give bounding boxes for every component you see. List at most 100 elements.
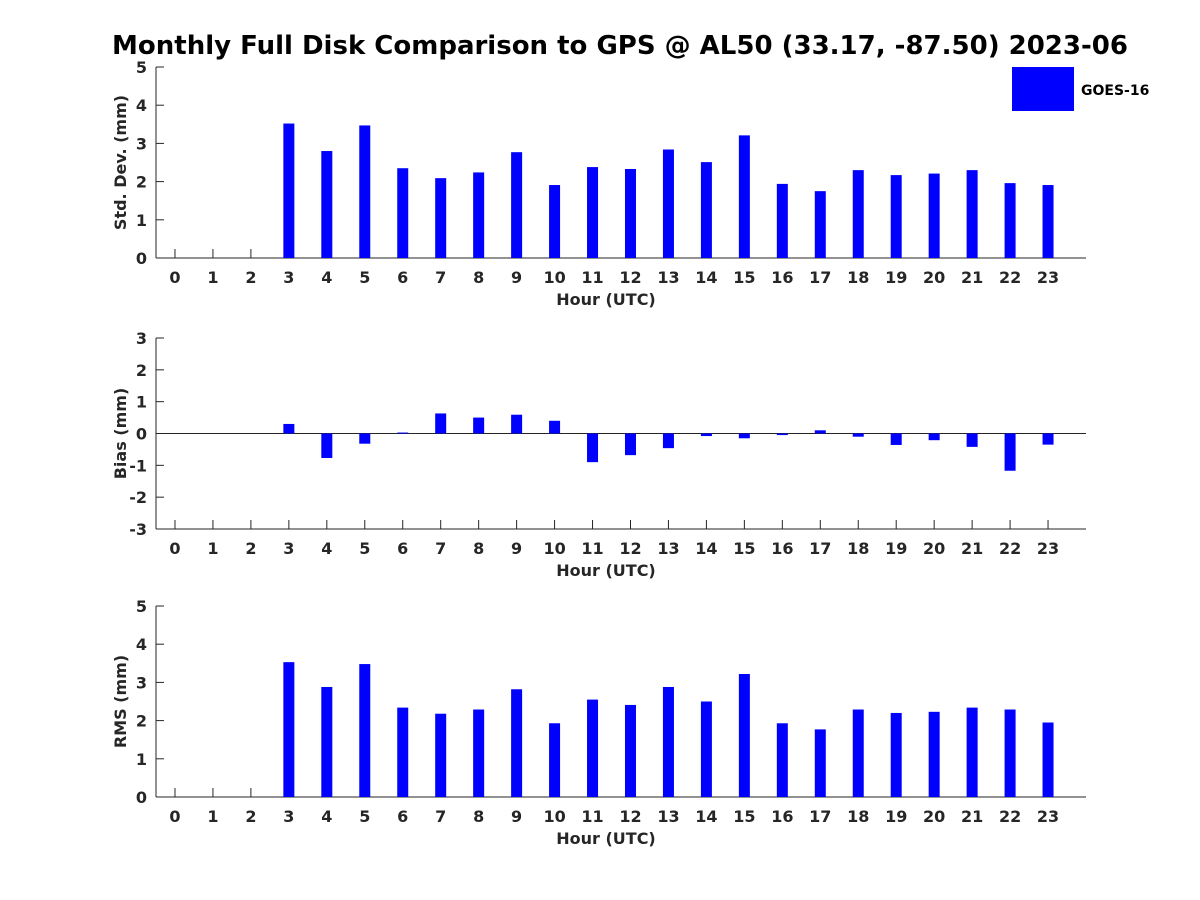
rms-x-tick-label: 17	[809, 807, 831, 826]
std-dev-x-tick-label: 7	[435, 268, 446, 287]
bias-bar-hour-3	[283, 423, 295, 434]
rms-x-tick-label: 8	[473, 807, 484, 826]
bias-bar-hour-18	[852, 433, 864, 437]
rms-bar-hour-23	[1042, 722, 1054, 797]
std-dev-bar-hour-7	[435, 178, 447, 258]
bias-bar-hour-14	[700, 433, 712, 437]
std-dev-x-tick-label: 14	[695, 268, 717, 287]
std-dev-x-tick-label: 0	[169, 268, 180, 287]
bias-y-tick-label: 2	[136, 361, 147, 380]
bias-x-tick-label: 4	[321, 539, 332, 558]
bias-bar-hour-4	[321, 433, 333, 459]
std-dev-bar-hour-22	[1004, 183, 1016, 258]
rms-x-tick-label: 2	[245, 807, 256, 826]
std-dev-x-tick-label: 1	[207, 268, 218, 287]
bias-x-tick-label: 9	[511, 539, 522, 558]
legend-swatch	[1012, 67, 1074, 111]
bias-x-tick-label: 15	[733, 539, 755, 558]
rms-y-tick-label: 5	[136, 597, 147, 616]
bias-x-tick-label: 20	[923, 539, 945, 558]
bias-bar-hour-21	[966, 433, 978, 447]
bias-x-tick-label: 8	[473, 539, 484, 558]
std-dev-bar-hour-18	[852, 170, 864, 258]
std-dev-y-tick-label: 0	[136, 249, 147, 268]
rms-x-tick-label: 22	[999, 807, 1021, 826]
std-dev-x-tick-label: 5	[359, 268, 370, 287]
std-dev-x-tick-label: 22	[999, 268, 1021, 287]
std-dev-y-tick-label: 4	[136, 96, 147, 115]
bias-x-tick-label: 18	[847, 539, 869, 558]
legend: GOES-16	[1012, 67, 1149, 111]
std-dev-x-tick-label: 9	[511, 268, 522, 287]
rms-bar-hour-8	[473, 709, 485, 797]
rms-x-tick-label: 0	[169, 807, 180, 826]
std-dev-x-tick-label: 8	[473, 268, 484, 287]
rms-x-tick-label: 14	[695, 807, 717, 826]
bias-x-axis-label: Hour (UTC)	[556, 561, 656, 580]
rms-x-tick-label: 13	[657, 807, 679, 826]
bias-x-tick-label: 13	[657, 539, 679, 558]
bias-bar-hour-7	[435, 413, 447, 434]
rms-x-tick-label: 15	[733, 807, 755, 826]
bias-x-tick-label: 7	[435, 539, 446, 558]
rms-x-tick-label: 20	[923, 807, 945, 826]
std-dev-bar-hour-8	[473, 172, 485, 258]
rms-y-tick-label: 0	[136, 788, 147, 807]
bias-bar-hour-6	[397, 432, 409, 434]
bias-x-tick-label: 10	[543, 539, 565, 558]
std-dev-bar-hour-13	[662, 149, 674, 258]
bias-x-tick-label: 5	[359, 539, 370, 558]
bias-bar-hour-12	[624, 433, 636, 456]
bias-y-tick-label: 0	[136, 425, 147, 444]
rms-bar-hour-5	[359, 664, 371, 797]
rms-bar-hour-14	[700, 701, 712, 797]
rms-x-tick-label: 21	[961, 807, 983, 826]
bias-y-tick-label: 1	[136, 393, 147, 412]
rms-bar-hour-12	[624, 704, 636, 797]
bias-bar-hour-5	[359, 433, 371, 444]
chart-title: Monthly Full Disk Comparison to GPS @ AL…	[112, 31, 1128, 61]
bias-bar-hour-20	[928, 433, 940, 441]
rms-bar-hour-6	[397, 707, 409, 797]
rms-x-tick-label: 9	[511, 807, 522, 826]
bias-x-tick-label: 0	[169, 539, 180, 558]
std-dev-x-tick-label: 6	[397, 268, 408, 287]
std-dev-y-axis-label: Std. Dev. (mm)	[111, 95, 130, 230]
bias-x-tick-label: 19	[885, 539, 907, 558]
std-dev-bar-hour-16	[776, 183, 788, 258]
bias-x-tick-label: 1	[207, 539, 218, 558]
rms-bar-hour-10	[549, 723, 561, 797]
rms-x-tick-label: 4	[321, 807, 332, 826]
bias-y-tick-label: 3	[136, 329, 147, 348]
std-dev-x-tick-label: 20	[923, 268, 945, 287]
bias-x-tick-label: 22	[999, 539, 1021, 558]
bias-bar-hour-10	[549, 420, 561, 434]
rms-x-tick-label: 7	[435, 807, 446, 826]
rms-x-tick-label: 6	[397, 807, 408, 826]
std-dev-x-tick-label: 21	[961, 268, 983, 287]
rms-bar-hour-7	[435, 713, 447, 797]
rms-y-tick-label: 1	[136, 750, 147, 769]
rms-x-axis-label: Hour (UTC)	[556, 829, 656, 848]
rms-x-tick-label: 16	[771, 807, 793, 826]
std-dev-x-tick-label: 18	[847, 268, 869, 287]
rms-bar-hour-16	[776, 723, 788, 797]
std-dev-x-tick-label: 4	[321, 268, 332, 287]
std-dev-y-tick-label: 5	[136, 58, 147, 77]
rms-x-tick-label: 23	[1037, 807, 1059, 826]
std-dev-bar-hour-9	[511, 152, 523, 258]
bias-bar-hour-16	[776, 433, 788, 436]
rms-bar-hour-21	[966, 707, 978, 797]
std-dev-x-tick-label: 13	[657, 268, 679, 287]
std-dev-bar-hour-20	[928, 173, 940, 258]
legend-label: GOES-16	[1081, 83, 1149, 99]
bias-x-tick-label: 21	[961, 539, 983, 558]
std-dev-bar-hour-15	[738, 135, 750, 258]
bias-x-tick-label: 17	[809, 539, 831, 558]
rms-bar-hour-13	[662, 686, 674, 797]
std-dev-x-tick-label: 11	[581, 268, 603, 287]
